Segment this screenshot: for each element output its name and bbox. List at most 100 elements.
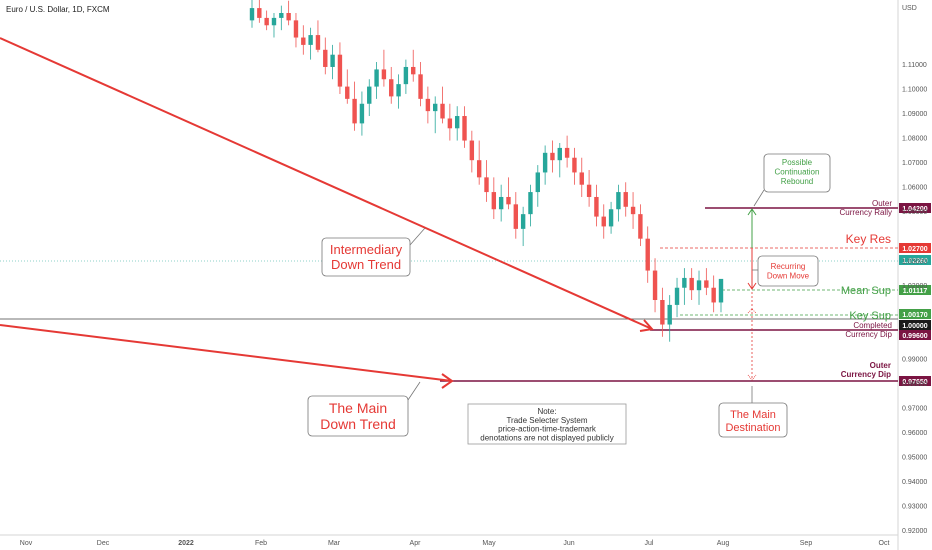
badge-mean-sup-text: 1.01117 <box>903 288 928 295</box>
time-tick-label: Apr <box>410 540 422 547</box>
candle-body <box>557 147 562 161</box>
candle-body <box>308 35 313 45</box>
candle-body <box>418 74 423 99</box>
price-tick-label: 1.11000 <box>902 62 927 69</box>
candle <box>696 270 702 305</box>
outer-currency-rally-label: Outer Currency Rally <box>840 199 893 217</box>
candle-body <box>257 8 262 18</box>
time-tick-label: Sep <box>800 540 813 547</box>
time-tick-label: Mar <box>328 540 341 547</box>
candle <box>520 206 526 247</box>
badge-parity: 1.00000 <box>899 320 931 330</box>
price-tick-label: 0.98000 <box>902 381 927 388</box>
candle <box>279 5 284 31</box>
candle <box>447 103 453 141</box>
badge-key-sup: 1.00170 <box>899 309 931 319</box>
badge-last-price: 1.02260 <box>899 255 931 265</box>
candle-body <box>433 103 438 112</box>
candle-body <box>469 140 475 161</box>
badge-key-res: 1.02700 <box>899 243 931 253</box>
candle <box>711 275 716 313</box>
badge-outer-currency-dip-text: 0.97650 <box>902 379 927 386</box>
candle <box>315 20 321 53</box>
price-tick-label: 1.05000 <box>902 209 927 216</box>
price-tick-label: 0.97000 <box>902 405 927 412</box>
main-down-trend-pointer <box>407 381 421 401</box>
candle-body <box>594 196 599 217</box>
badge-outer-currency-dip: 0.97650 <box>899 376 931 386</box>
candle-body <box>381 69 387 80</box>
badge-mean-sup: 1.01117 <box>899 285 931 295</box>
intermediary-down-trend-pointer <box>409 227 426 246</box>
candle-body <box>528 192 533 215</box>
candle-body <box>667 304 672 325</box>
candle <box>249 0 255 28</box>
candle <box>491 177 497 220</box>
candle-body <box>674 287 680 305</box>
badge-completed-currency-dip: 0.99600 <box>899 330 931 340</box>
candle <box>616 184 621 222</box>
candle-body <box>638 214 643 239</box>
intermediary-down-trend-label: Intermediary Down Trend <box>330 242 403 272</box>
candle-body <box>315 35 321 50</box>
price-tick-label: 0.93000 <box>902 504 927 511</box>
candle <box>301 25 306 55</box>
candle-body <box>491 192 497 210</box>
candle-body <box>323 49 328 67</box>
intermediary-down-trend-line <box>0 37 653 330</box>
candle <box>469 130 475 173</box>
candle-body <box>608 209 614 227</box>
candle <box>498 184 504 222</box>
candle <box>374 62 379 99</box>
main-down-trend-line <box>0 324 453 382</box>
candle <box>308 27 313 60</box>
candle <box>674 277 680 318</box>
candle-body <box>498 196 504 210</box>
candle-body <box>718 278 724 303</box>
possible-continuation-box <box>763 153 831 193</box>
candle <box>433 96 438 134</box>
candle <box>337 42 343 94</box>
candle <box>271 13 277 38</box>
badge-key-sup-text: 1.00170 <box>902 312 927 319</box>
candle <box>389 66 394 104</box>
candle-body <box>616 192 621 210</box>
candle-body <box>711 287 716 303</box>
intermediary-down-trend-box <box>321 237 411 277</box>
price-tick-label: 1.03000 <box>902 258 927 265</box>
candle <box>660 287 665 337</box>
candle <box>418 62 423 107</box>
candle-body <box>293 20 299 38</box>
candle-body <box>396 84 401 97</box>
time-tick-label: May <box>482 540 496 547</box>
candle-body <box>542 152 548 173</box>
candle <box>513 192 519 239</box>
candle <box>638 204 643 247</box>
candle-body <box>352 98 357 124</box>
note-label: Note: Trade Selecter System price-action-t… <box>480 407 613 442</box>
candle <box>718 278 724 313</box>
candle <box>440 86 445 124</box>
main-down-trend-box <box>307 395 409 437</box>
candle-body <box>249 8 255 21</box>
candle <box>411 49 416 82</box>
mean-sup-label: Mean Sup <box>841 285 891 297</box>
candle-body <box>586 184 592 197</box>
main-destination-box <box>718 402 788 438</box>
candle <box>652 258 658 313</box>
candle-body <box>271 17 277 26</box>
main-down-trend-arrowhead <box>441 373 454 389</box>
time-tick-label: Jul <box>645 540 654 547</box>
candle-body <box>579 172 584 185</box>
continuation-rebound-arrowhead <box>747 208 757 216</box>
candle <box>586 169 592 207</box>
time-tick-label: Jun <box>563 540 574 547</box>
candle <box>367 79 372 117</box>
recurring-down-move-box <box>757 255 819 287</box>
candle <box>286 0 291 26</box>
candle-body <box>535 172 540 193</box>
candle <box>704 268 709 296</box>
candle-body <box>630 206 636 215</box>
